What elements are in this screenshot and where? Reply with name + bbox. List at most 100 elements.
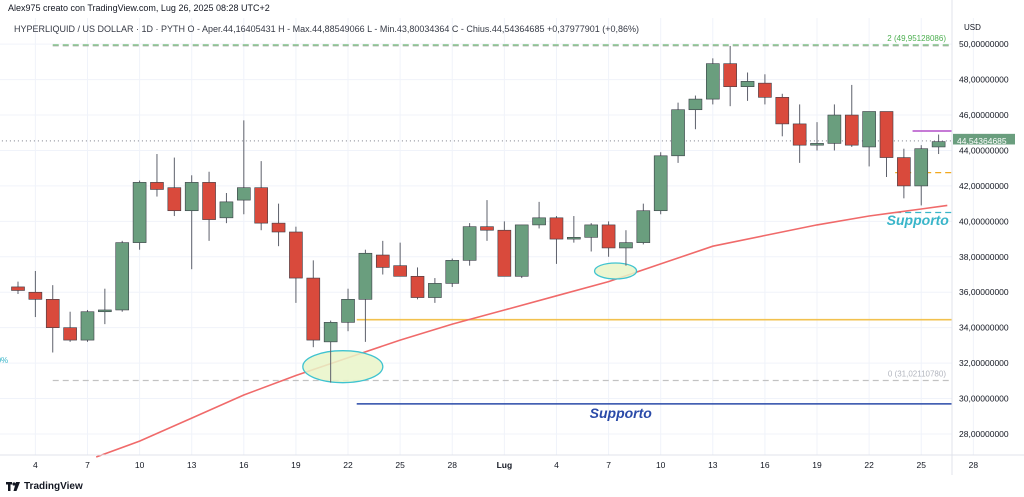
candle-body-down: [549, 217, 564, 240]
candle-body-up: [636, 210, 651, 243]
candle-body-up: [619, 242, 633, 249]
candle: [705, 58, 720, 105]
price-tick-label: 32,00000000: [959, 358, 1009, 368]
time-tick-label: 4: [33, 460, 38, 470]
last-price-badge: [953, 133, 1015, 148]
time-tick-label: 28: [448, 460, 458, 470]
candle-body-down: [792, 123, 807, 146]
candle-body-up: [237, 187, 251, 201]
candle-body-up: [584, 224, 599, 238]
candle-body-up: [740, 81, 755, 87]
candle: [80, 309, 95, 342]
candle-body-down: [306, 277, 321, 341]
tradingview-brand[interactable]: TradingView: [6, 481, 83, 492]
candle: [98, 288, 112, 325]
candle-body-up: [862, 111, 876, 148]
candle: [202, 171, 216, 241]
candle: [827, 104, 842, 151]
candle: [375, 240, 390, 275]
symbol-info: HYPERLIQUID / US DOLLAR · 1D · PYTH O - …: [14, 24, 640, 34]
candle: [341, 288, 355, 332]
candle-body-down: [167, 187, 182, 212]
time-tick-label: 13: [708, 460, 718, 470]
candle: [810, 122, 824, 151]
time-tick-label: 19: [812, 460, 822, 470]
candle-body-down: [45, 299, 60, 328]
candle: [393, 242, 407, 277]
candle-body-down: [723, 63, 737, 87]
candle: [532, 201, 546, 229]
candle: [688, 95, 703, 130]
candle: [549, 216, 564, 264]
candle: [28, 270, 43, 318]
candle-body-up: [705, 63, 720, 100]
candle: [636, 203, 651, 245]
level-label-fib-bottom: 0 (31,02110780): [888, 369, 946, 378]
candle-body-up: [428, 283, 442, 298]
price-tick-label: 34,00000000: [959, 323, 1009, 333]
time-tick-label: 19: [291, 460, 301, 470]
time-tick-label: 16: [760, 460, 770, 470]
candle-body-up: [80, 311, 95, 341]
candle: [862, 111, 876, 167]
candle-body-up: [462, 226, 477, 261]
candle: [758, 74, 772, 105]
candle: [428, 278, 442, 303]
candle: [740, 72, 755, 101]
candle: [653, 152, 668, 215]
candle-body-up: [931, 141, 946, 148]
candle-body-down: [375, 254, 390, 268]
candle: [514, 224, 529, 279]
time-tick-label: 7: [85, 460, 90, 470]
candle: [132, 180, 147, 250]
candle-body-up: [827, 114, 842, 144]
candle-body-down: [844, 114, 859, 146]
author-line: Alex975 creato con TradingView.com, Lug …: [8, 3, 270, 13]
time-tick-label: 16: [239, 460, 249, 470]
candle: [184, 175, 199, 270]
time-tick-label: 10: [135, 460, 145, 470]
candle-body-up: [567, 237, 581, 240]
highlight-1: [302, 350, 384, 384]
candle: [63, 311, 77, 342]
candle-body-up: [914, 148, 929, 187]
candle: [445, 258, 460, 287]
candle-body-down: [150, 182, 164, 190]
candle-body-down: [254, 187, 268, 224]
candle-body-down: [271, 222, 286, 233]
candle-body-up: [653, 155, 668, 212]
candle: [306, 260, 321, 348]
price-tick-label: 42,00000000: [959, 181, 1009, 191]
candle-body-down: [758, 82, 772, 98]
candle-body-down: [289, 231, 303, 279]
time-axis: 4 7 10 13 16 19 22 25 28 Lug 4 7 10 13 16 19 22 25 28: [0, 454, 1024, 470]
time-tick-label: 25: [917, 460, 927, 470]
price-tick-label: 48,00000000: [959, 75, 1009, 85]
candle-body-down: [28, 291, 43, 300]
candle: [844, 84, 859, 147]
candle-body-up: [98, 309, 112, 313]
candle-body-down: [480, 226, 494, 231]
candle: [619, 230, 633, 266]
candle: [897, 148, 911, 199]
candle-body-up: [688, 98, 703, 111]
price-tick-label: 40,00000000: [959, 216, 1009, 226]
candle: [723, 45, 737, 107]
candle: [358, 249, 373, 342]
candle-body-down: [11, 286, 25, 291]
candle: [792, 104, 807, 163]
candle-body-up: [532, 217, 546, 226]
candles: [11, 45, 946, 383]
candle-body-up: [514, 224, 529, 277]
candle: [167, 157, 182, 217]
candle-body-down: [410, 275, 425, 298]
time-tick-label: 4: [554, 460, 559, 470]
candle: [410, 267, 425, 300]
price-tick-label: 28,00000000: [959, 429, 1009, 439]
candle: [584, 223, 599, 252]
tradingview-logo-icon: [6, 482, 20, 491]
candle: [289, 226, 303, 303]
candle: [879, 111, 894, 178]
candle: [271, 203, 286, 247]
